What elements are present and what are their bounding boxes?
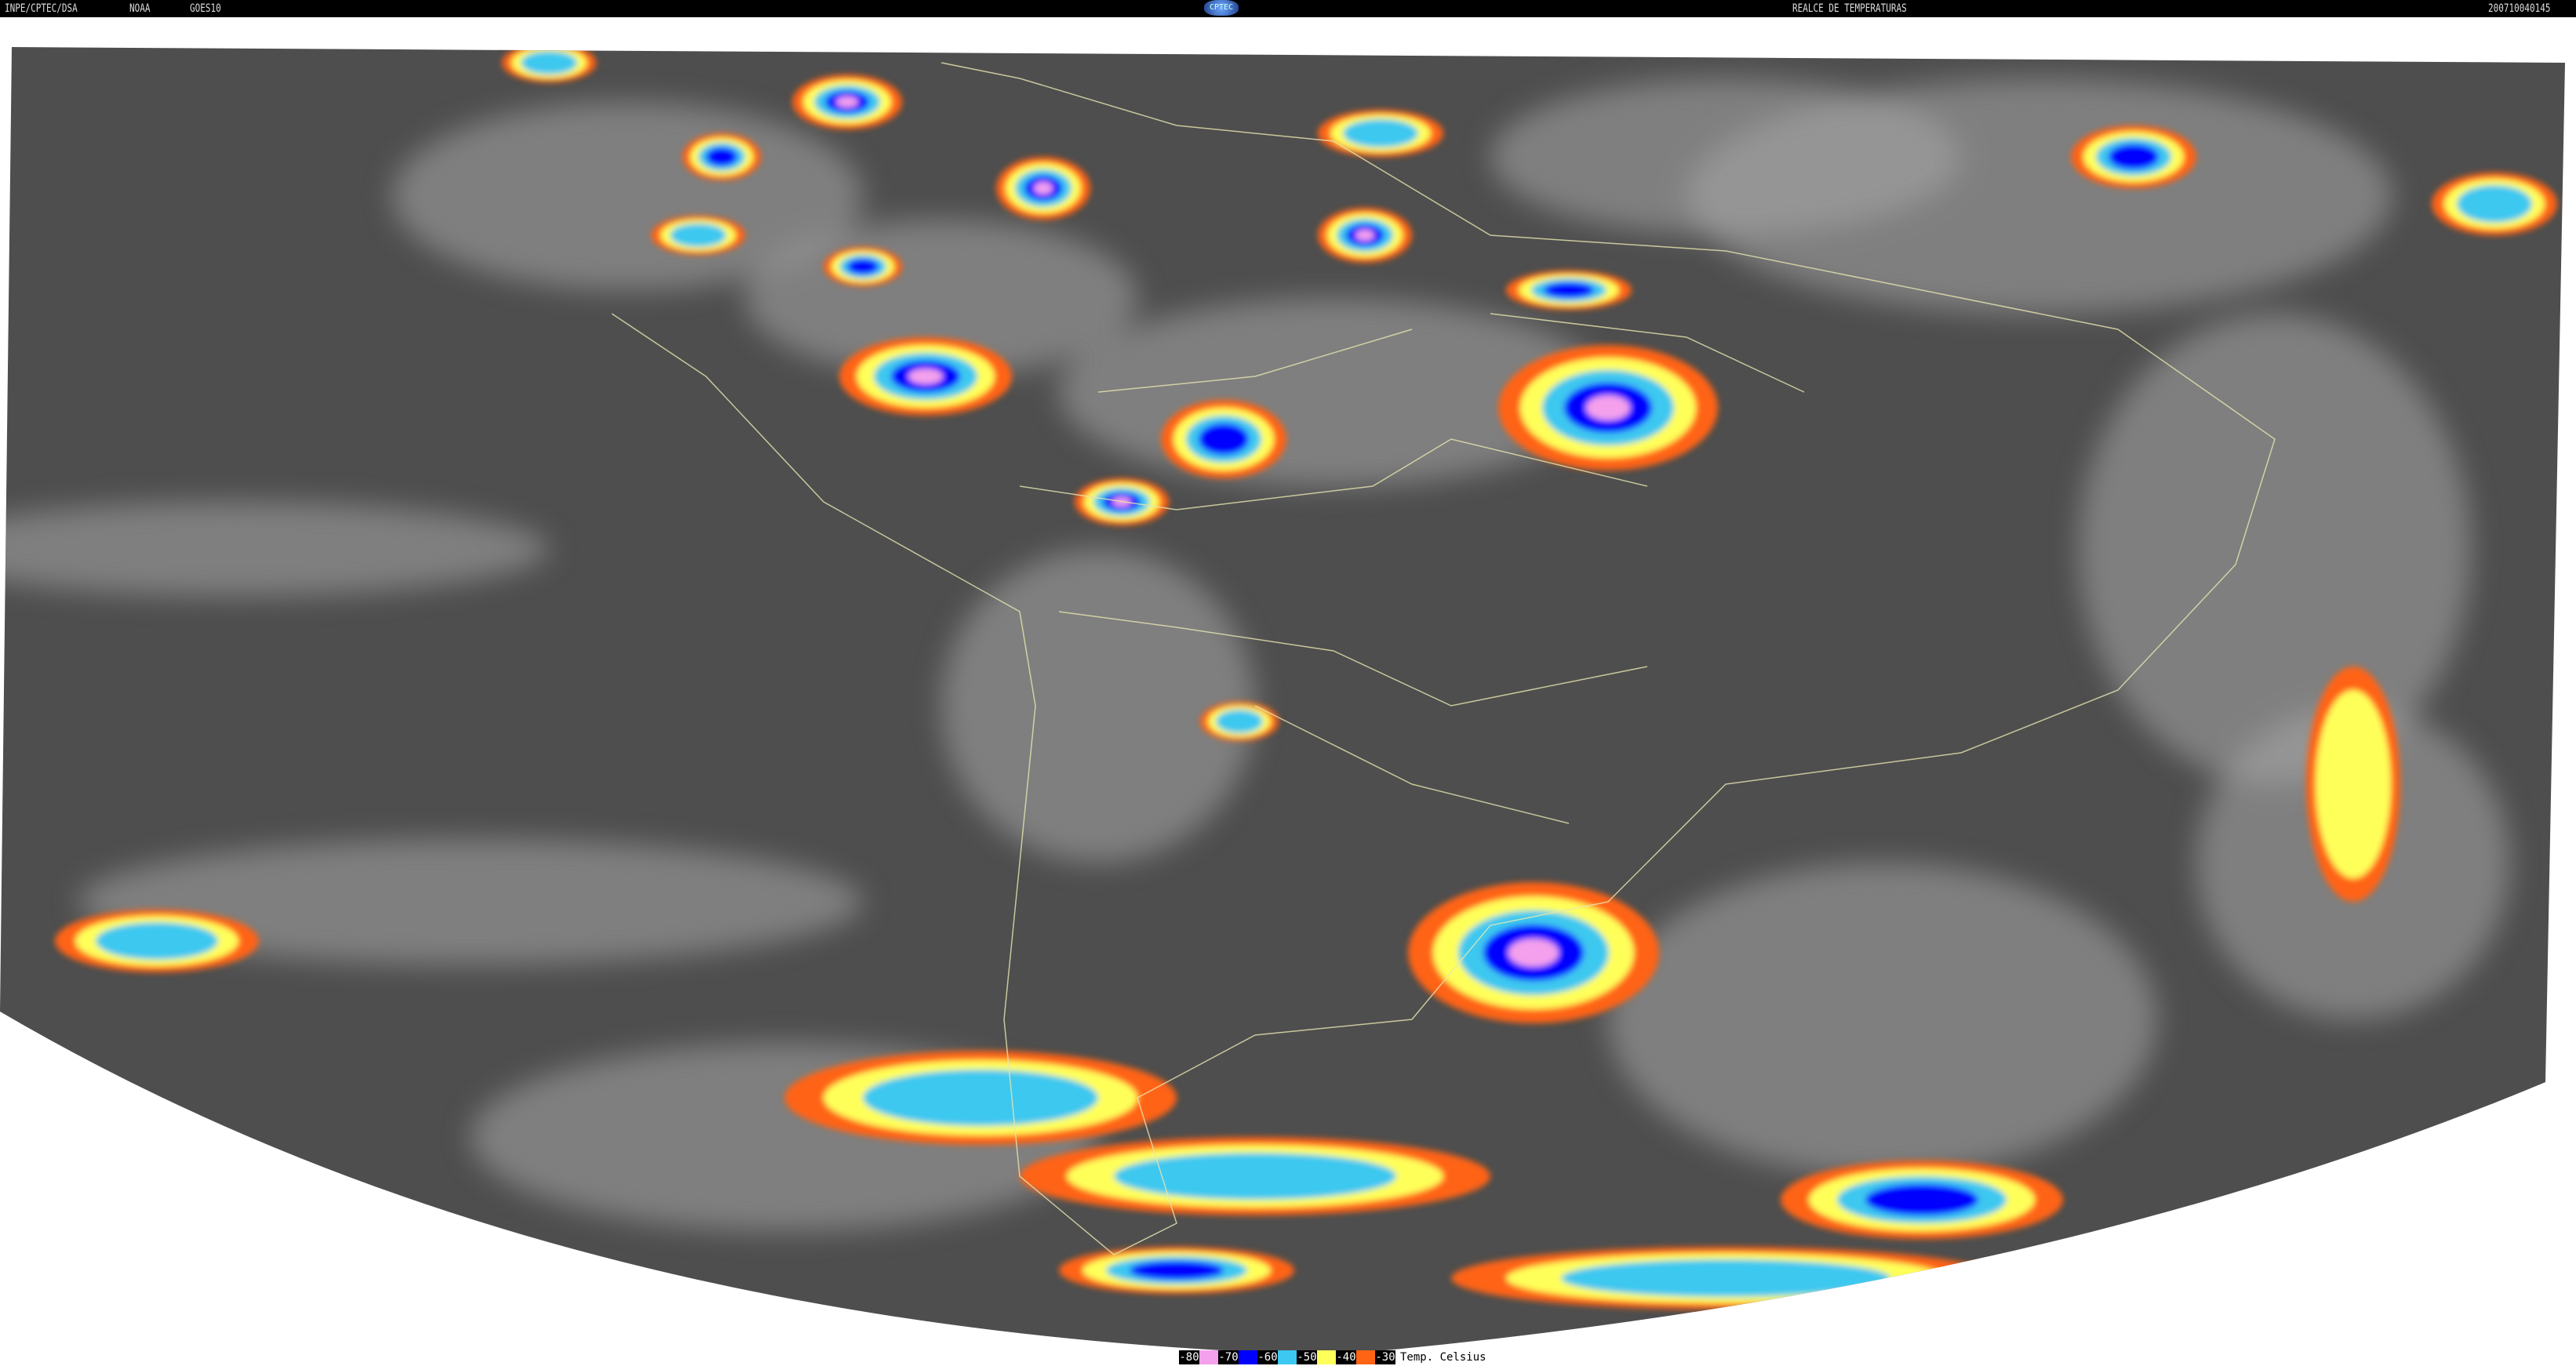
storm-cell	[863, 1070, 1098, 1126]
legend-swatch	[1356, 1350, 1375, 1364]
storm-cell	[1865, 1184, 1978, 1215]
legend-unit: Temp. Celsius	[1400, 1351, 1486, 1364]
temperature-legend: -80 -70 -60 -50 -40 -30 Temp. Celsius	[1179, 1350, 1486, 1364]
storm-cell	[1561, 1259, 1890, 1297]
legend-label: -30	[1375, 1350, 1395, 1364]
cloud-area	[78, 839, 863, 965]
country-borders	[1019, 313, 1805, 824]
cloud-area	[2079, 314, 2471, 784]
timestamp: 200710040145	[2488, 1, 2551, 15]
legend-label: -70	[1218, 1350, 1239, 1364]
legend-swatch	[1199, 1350, 1218, 1364]
storm-cell	[1216, 710, 1263, 733]
storm-cell	[1544, 282, 1594, 298]
storm-cell	[1355, 230, 1374, 241]
cloud-area	[941, 549, 1255, 863]
legend-swatch	[1239, 1350, 1257, 1364]
legend-swatch	[1317, 1350, 1336, 1364]
coastline	[611, 62, 2276, 1255]
storm-cell	[96, 922, 218, 960]
storm-cell	[2108, 144, 2159, 169]
storm-cell	[670, 223, 726, 247]
storm-cell	[1343, 119, 1418, 147]
cloud-area	[0, 502, 549, 596]
header-bar: INPE/CPTEC/DSA NOAA GOES10 CPTEC REALCE …	[0, 0, 2576, 17]
storm-cell	[1114, 1153, 1396, 1200]
storm-cell	[706, 147, 737, 166]
storm-cell	[847, 259, 879, 274]
legend-label: -50	[1297, 1350, 1317, 1364]
legend-swatch	[1278, 1350, 1297, 1364]
storm-cell	[1508, 939, 1559, 967]
storm-cell	[1034, 182, 1053, 194]
satellite-label: GOES10	[190, 1, 221, 15]
legend-label: -40	[1336, 1350, 1356, 1364]
storm-cell	[1199, 423, 1249, 455]
product-title: REALCE DE TEMPERATURAS	[1792, 1, 1907, 15]
storm-cell	[908, 369, 943, 384]
cloud-area	[1490, 78, 1961, 235]
storm-cell	[2457, 185, 2532, 223]
source-label: NOAA	[129, 1, 151, 15]
storm-cell	[1586, 395, 1630, 420]
storm-cell	[836, 96, 858, 107]
storm-cell	[1130, 1261, 1224, 1280]
agency-label: INPE/CPTEC/DSA	[5, 1, 78, 15]
cptec-logo: CPTEC	[1204, 0, 1239, 16]
legend-label: -80	[1179, 1350, 1199, 1364]
cloud-area	[1608, 863, 2157, 1176]
storm-cell	[2316, 690, 2391, 878]
legend-label: -60	[1257, 1350, 1278, 1364]
storm-cell	[521, 51, 577, 74]
